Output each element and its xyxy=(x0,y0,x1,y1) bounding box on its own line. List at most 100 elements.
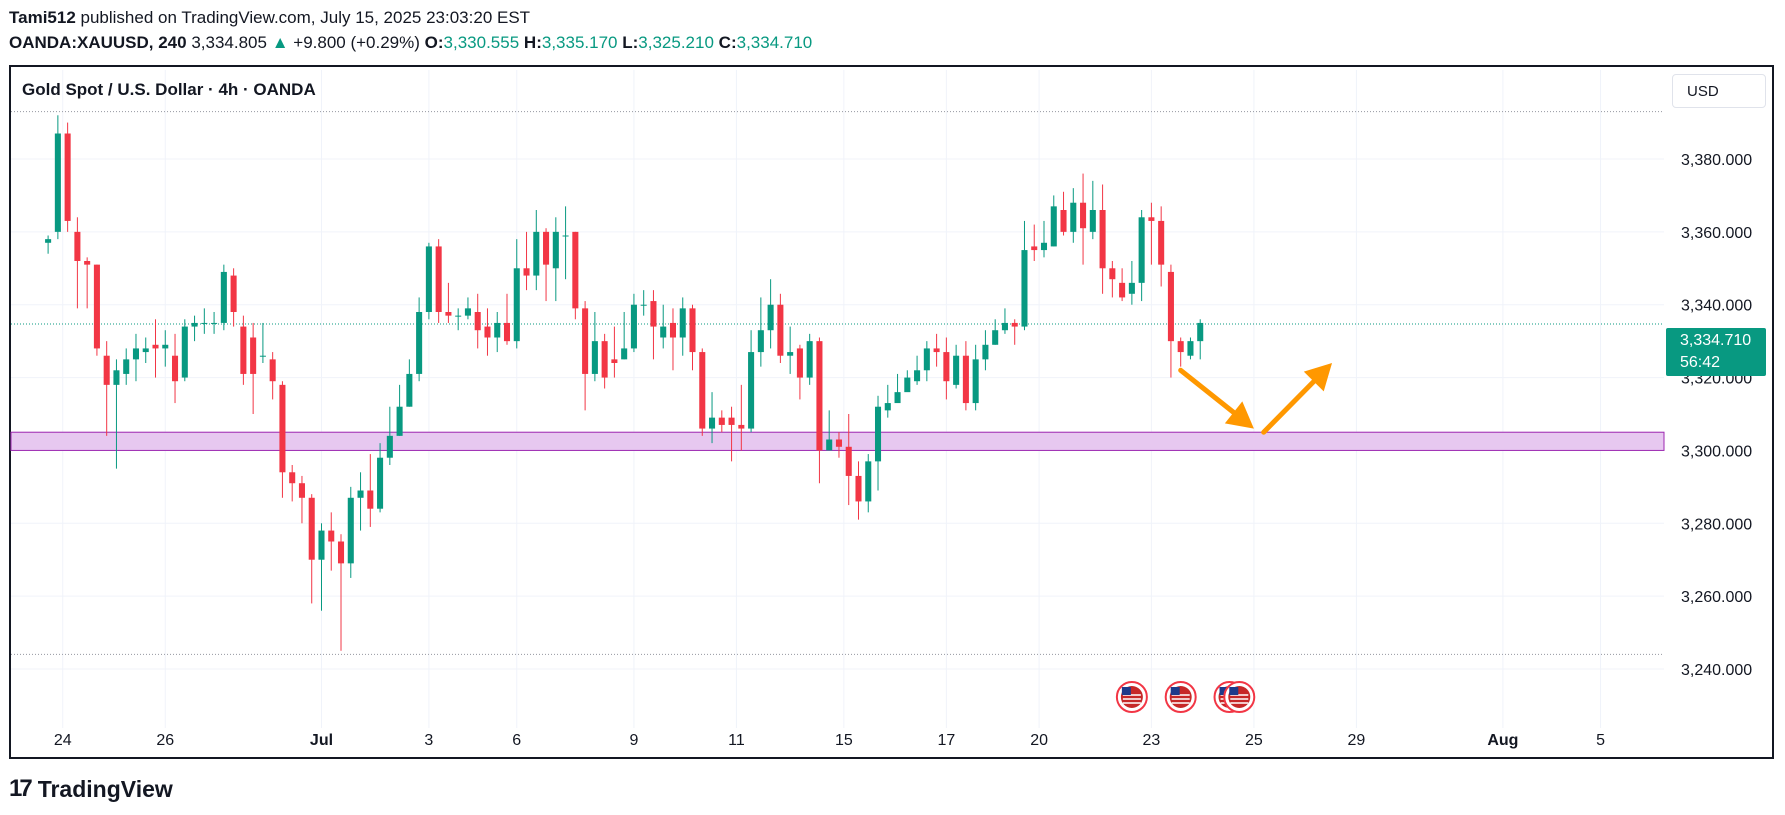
candle-body xyxy=(552,231,559,269)
author-name: Tami512 xyxy=(9,8,76,27)
candle-body xyxy=(74,231,81,261)
candle-body xyxy=(1040,242,1048,251)
candle-body xyxy=(425,246,432,312)
price-change: +9.800 (+0.29%) xyxy=(293,33,420,52)
candle-body xyxy=(806,341,813,378)
candle-body xyxy=(1109,268,1116,280)
currency-button[interactable]: USD xyxy=(1672,74,1766,108)
candle-body xyxy=(220,271,227,323)
x-tick-label: Jul xyxy=(310,732,333,749)
candle-body xyxy=(513,268,520,342)
bar-countdown: 56:42 xyxy=(1680,354,1721,371)
candle-body xyxy=(201,322,208,324)
candle-body xyxy=(1050,206,1057,247)
candle-body xyxy=(103,355,110,385)
publish-info: Tami512 published on TradingView.com, Ju… xyxy=(9,8,530,28)
candle-body xyxy=(191,322,198,327)
x-tick-label: 26 xyxy=(156,732,174,749)
candle-body xyxy=(406,373,413,407)
x-tick-label: 20 xyxy=(1030,732,1048,749)
current-price-badge: 3,334.710 56:42 xyxy=(1666,328,1766,376)
candle-body xyxy=(123,359,130,374)
candle-body xyxy=(582,308,589,374)
candle-body xyxy=(572,231,579,309)
candle-body xyxy=(845,446,852,476)
candle-body xyxy=(64,133,71,221)
up-triangle-icon: ▲ xyxy=(271,33,289,52)
candle-body xyxy=(54,133,61,232)
candle-body xyxy=(289,472,296,484)
tradingview-logo[interactable]: 17 TradingView xyxy=(9,775,173,803)
candle-body xyxy=(982,344,989,360)
candle-body xyxy=(1197,322,1204,342)
candle-body xyxy=(240,326,247,374)
candle-body xyxy=(230,275,237,312)
candle-body xyxy=(1128,282,1135,294)
candle-body xyxy=(298,483,305,498)
candle-body xyxy=(464,308,471,316)
candle-body xyxy=(1119,282,1126,298)
candle-body xyxy=(377,457,384,509)
candle-body xyxy=(1021,250,1028,327)
candle-body xyxy=(396,406,403,436)
candle-body xyxy=(113,370,120,385)
x-tick-label: 29 xyxy=(1348,732,1366,749)
x-tick-label: 5 xyxy=(1596,732,1605,749)
candle-body xyxy=(748,352,755,429)
tradingview-mark-icon: 17 xyxy=(9,775,33,802)
x-tick-label: 24 xyxy=(54,732,72,749)
candle-body xyxy=(1089,210,1096,232)
us-flag-canton xyxy=(1170,687,1180,695)
candle-body xyxy=(992,330,999,345)
candle-body xyxy=(894,392,901,404)
candle-body xyxy=(172,355,179,382)
high-label: H: xyxy=(523,33,542,52)
candle-body xyxy=(269,359,276,382)
high-value: 3,335.170 xyxy=(541,33,618,52)
candle-body xyxy=(494,322,501,338)
candle-body xyxy=(367,490,374,509)
x-tick-label: 6 xyxy=(512,732,521,749)
last-price: 3,334.805 xyxy=(191,33,267,52)
x-tick-label: 15 xyxy=(835,732,853,749)
candle-body xyxy=(347,497,354,564)
low-label: L: xyxy=(622,33,639,52)
x-tick-label: 25 xyxy=(1245,732,1263,749)
candle-body xyxy=(962,355,969,404)
candle-body xyxy=(884,403,891,411)
candle-body xyxy=(93,264,100,349)
y-tick-label: 3,280.000 xyxy=(1681,516,1752,533)
x-tick-label: 9 xyxy=(629,732,638,749)
candle-body xyxy=(1138,217,1145,283)
candle-body xyxy=(1099,210,1106,269)
candle-body xyxy=(611,359,618,363)
candle-body xyxy=(562,235,569,237)
candle-body xyxy=(787,352,794,356)
candle-body xyxy=(1167,271,1174,342)
x-tick-label: 17 xyxy=(937,732,955,749)
projection-arrow-head xyxy=(1303,363,1333,392)
candle-body xyxy=(855,475,862,502)
candle-body xyxy=(874,406,882,462)
candle-body xyxy=(45,239,52,243)
candle-body xyxy=(435,246,442,312)
candle-body xyxy=(972,359,979,404)
candle-body xyxy=(484,326,491,338)
candle-body xyxy=(796,348,803,378)
x-tick-label: Aug xyxy=(1487,732,1518,749)
candle-body xyxy=(1187,341,1194,356)
y-tick-label: 3,380.000 xyxy=(1681,152,1752,169)
candle-body xyxy=(181,326,188,378)
candle-body xyxy=(250,337,257,374)
candle-body xyxy=(455,315,462,317)
y-tick-label: 3,300.000 xyxy=(1681,443,1752,460)
chart-frame xyxy=(9,65,1774,759)
x-tick-label: 3 xyxy=(424,732,433,749)
candle-body xyxy=(308,497,315,560)
y-tick-label: 3,340.000 xyxy=(1681,298,1752,315)
symbol-label: OANDA:XAUUSD, 240 xyxy=(9,33,187,52)
candle-body xyxy=(650,301,657,327)
candle-body xyxy=(914,370,921,382)
us-flag-canton xyxy=(1229,687,1239,695)
